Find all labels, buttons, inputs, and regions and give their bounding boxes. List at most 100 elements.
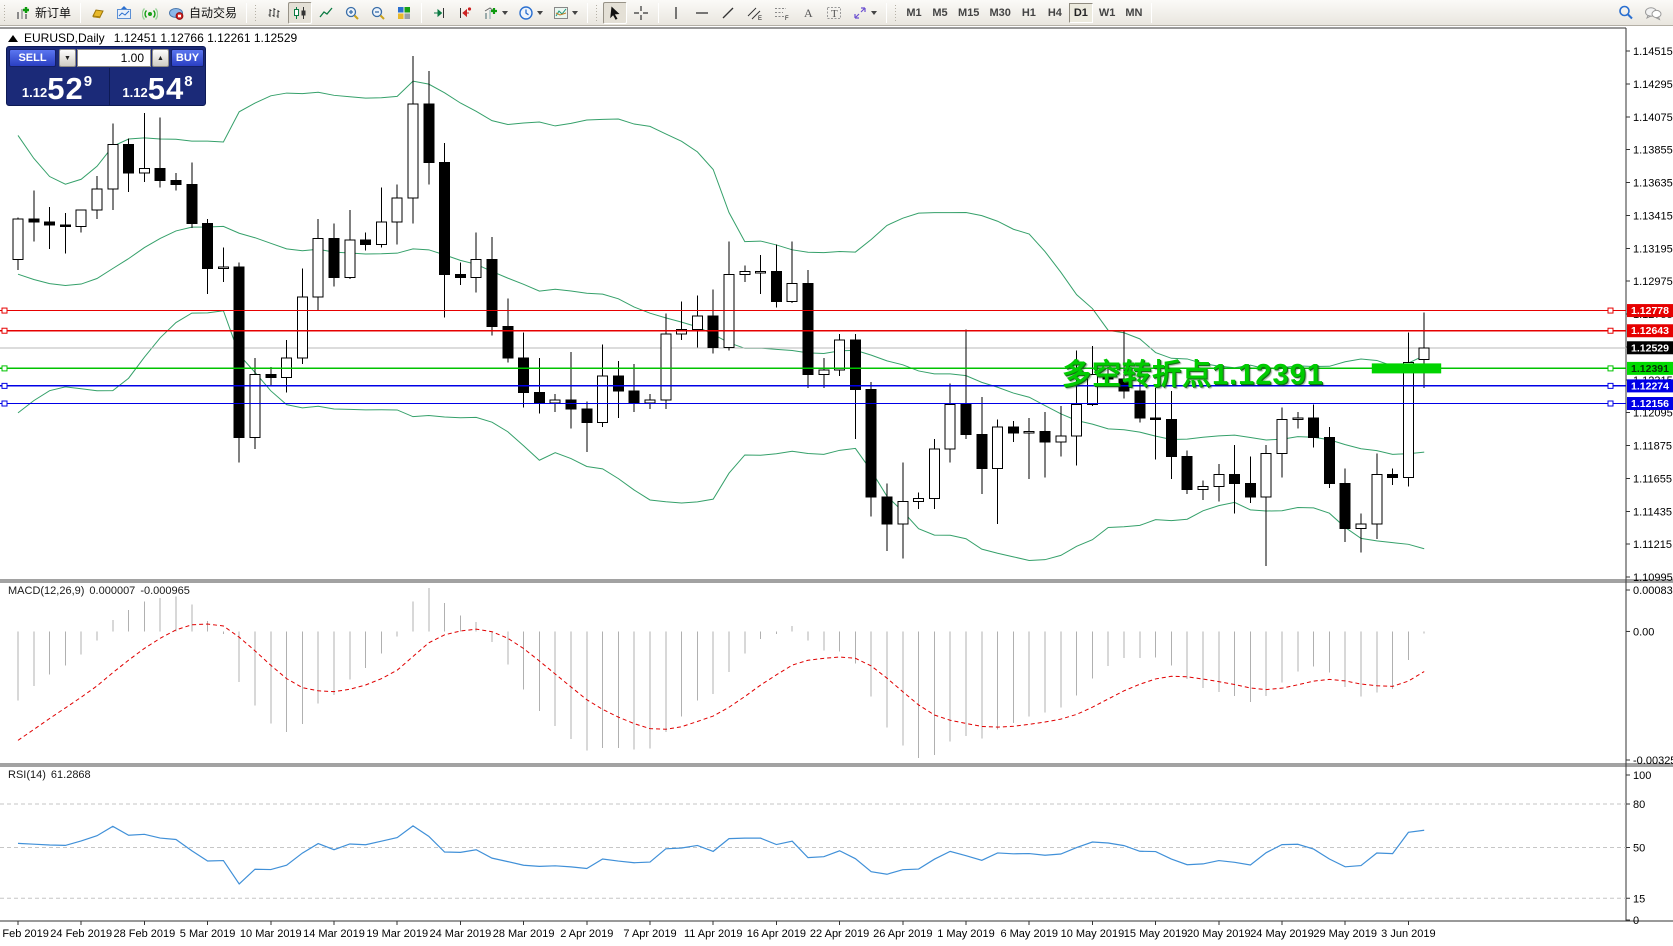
hline-handle[interactable] [1,382,8,389]
timeframe-button-M1[interactable]: M1 [906,6,922,19]
price-axis-label: 1.14295 [1633,79,1673,91]
toolbar-grip[interactable] [254,3,259,22]
indicators-button[interactable] [479,2,512,24]
horizontal-lines [0,307,1626,407]
chat-icon[interactable] [1640,2,1666,24]
crosshair-button[interactable] [629,2,653,24]
date-axis-label: 7 Apr 2019 [623,928,676,940]
hline-handle[interactable] [1,327,8,334]
zoom-out-button[interactable] [366,2,390,24]
svg-text:T: T [831,8,838,20]
buy-price-main: 54 [147,71,185,106]
hline-handle[interactable] [1607,365,1614,372]
timeframe-button-W1[interactable]: W1 [1098,6,1116,19]
timeframe-button-H4[interactable]: H4 [1047,6,1062,19]
horizontal-line-button[interactable] [690,2,714,24]
equidistant-channel-button[interactable]: E [742,2,767,24]
hline-handle[interactable] [1,307,8,314]
rsi-name: RSI(14) [8,769,46,781]
auto-scroll-button[interactable] [427,2,451,24]
timeframe-button-M15[interactable]: M15 [958,6,980,19]
bollinger-upper-line [17,80,1425,370]
volume-decrease-button[interactable]: ▼ [59,49,76,67]
price-line-label [1627,304,1673,318]
chart-frame [0,27,1673,922]
hline-handle[interactable] [1607,327,1614,334]
gold-book-button[interactable] [86,2,110,24]
arrows-button[interactable] [848,2,881,24]
price-line-label [1627,361,1673,375]
annotation-text[interactable]: 多空转折点1.12391 [1062,359,1324,391]
sell-price-display[interactable]: 1.12 52 9 [9,68,105,105]
autotrading-button[interactable]: 自动交易 [164,2,241,24]
rsi-axis-label: 50 [1633,843,1645,855]
hline-handle[interactable] [1607,400,1614,407]
date-axis-label: 5 Mar 2019 [180,928,236,940]
vertical-line-button[interactable] [664,2,688,24]
timeframe-button-M30[interactable]: M30 [989,6,1011,19]
date-axis-label: 10 May 2019 [1061,928,1125,940]
toolbar-grip[interactable] [894,3,899,22]
date-axis-label: 6 May 2019 [1000,928,1057,940]
hline-handle[interactable] [1,365,8,372]
periods-button[interactable] [514,2,547,24]
price-axis-label: 1.11655 [1633,473,1672,485]
price-line-label [1627,324,1673,338]
bar-chart-button[interactable] [262,2,286,24]
search-icon[interactable] [1613,2,1638,24]
turning-point-bar[interactable] [1371,363,1442,374]
collapse-panel-icon[interactable] [8,35,18,42]
chevron-down-icon [502,10,509,15]
toolbar-separator [246,2,248,23]
price-axis-label: 1.12975 [1633,276,1673,288]
price-axis-label: 1.13635 [1633,178,1673,190]
signal-icon-button[interactable] [138,2,162,24]
cursor-button[interactable] [603,1,628,24]
fibonacci-button[interactable]: F [769,2,794,24]
sell-button[interactable]: SELL [9,49,56,67]
timeframe-button-D1[interactable]: D1 [1068,2,1093,23]
macd-label: MACD(12,26,9) 0.000007 -0.000965 [8,585,195,597]
volume-input[interactable] [77,49,151,67]
text-button[interactable]: A [796,2,820,24]
trendline-button[interactable] [716,2,740,24]
chart-shift-button[interactable] [453,2,477,24]
date-axis-label: 19 Mar 2019 [366,928,428,940]
hline-handle[interactable] [1607,382,1614,389]
toolbar-grip[interactable] [595,3,600,22]
templates-button[interactable] [549,2,582,24]
rsi-axis-label: 15 [1633,893,1645,905]
bollinger-bands [17,80,1425,561]
macd-name: MACD(12,26,9) [8,585,85,597]
publish-chart-button[interactable] [112,2,136,24]
new-order-icon [15,5,31,21]
price-axis-label: 1.14075 [1633,112,1673,124]
text-label-button[interactable]: T [822,2,846,24]
new-order-label: 新订单 [35,6,72,20]
chart-title: EURUSD,Daily 1.12451 1.12766 1.12261 1.12… [8,31,297,45]
timeframe-button-MN[interactable]: MN [1125,6,1143,19]
ohlc-values: 1.12451 1.12766 1.12261 1.12529 [113,31,298,45]
hline-handle[interactable] [1,400,8,407]
rsi-line [17,825,1425,885]
timeframe-button-M5[interactable]: M5 [932,6,948,19]
tile-windows-button[interactable] [392,2,416,24]
timeframe-group: M1 M5 M15 M30 H1 H4 D1 W1 MN [901,2,1147,23]
volume-increase-button[interactable]: ▲ [152,49,169,67]
timeframe-button-H1[interactable]: H1 [1021,6,1036,19]
price-axis-label: 1.13415 [1633,210,1673,222]
price-axis-label: 1.10995 [1633,572,1673,584]
buy-button[interactable]: BUY [171,49,204,67]
date-axis-label: 22 Apr 2019 [810,928,869,940]
buy-price-display[interactable]: 1.12 54 8 [109,68,205,105]
candlestick-chart-button[interactable] [288,1,313,24]
toolbar-separator [658,2,660,23]
new-order-button[interactable]: 新订单 [11,2,75,24]
hline-handle[interactable] [1607,307,1614,314]
zoom-in-button[interactable] [340,2,364,24]
toolbar-grip[interactable] [3,3,7,22]
line-chart-button[interactable] [314,2,338,24]
